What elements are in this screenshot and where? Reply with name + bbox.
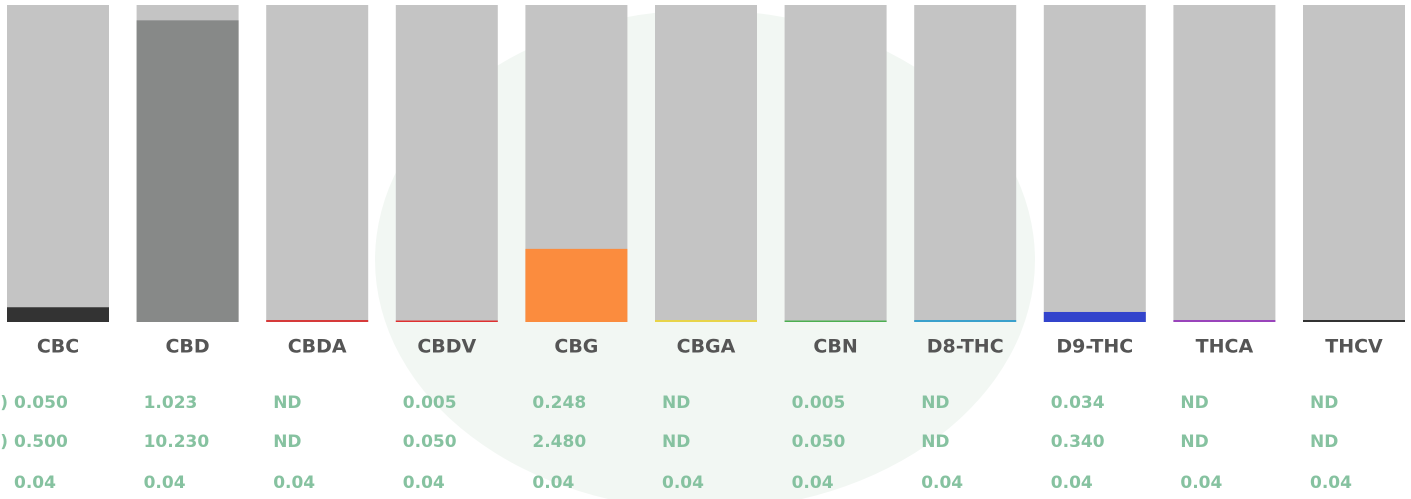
category-label: THCA [1196, 336, 1254, 358]
table-cell: 0.04 [14, 473, 56, 493]
table-cell: ND [921, 432, 949, 452]
value-label: 0.050 [14, 393, 68, 413]
baseline [914, 320, 1016, 322]
value-label: ND [1180, 393, 1208, 413]
value-label: 0.005 [792, 393, 846, 413]
bar [1044, 312, 1146, 322]
bar [396, 321, 498, 322]
table-cell: ND [1310, 432, 1338, 452]
value-label: 0.005 [403, 393, 457, 413]
category-label: CBDV [417, 336, 476, 358]
page: ) g) CBC 0.050 0.500 0.04 CBD 1.023 10.230 0.04… [0, 0, 1411, 499]
table-cell: 0.500 [14, 432, 68, 452]
table-cell: 0.050 [403, 432, 457, 452]
table-cell: 0.04 [1310, 473, 1352, 493]
category-label: CBG [554, 336, 598, 358]
value-label: ND [921, 393, 949, 413]
table-cell: 0.050 [792, 432, 846, 452]
bar [7, 307, 109, 322]
bar-background [914, 5, 1016, 322]
table-cell: 0.340 [1051, 432, 1105, 452]
baseline [1303, 320, 1405, 322]
category-label: D8-THC [927, 336, 1004, 358]
bar-background [1044, 5, 1146, 322]
baseline [655, 320, 757, 322]
row-label: ) [0, 393, 8, 413]
bar-background [1303, 5, 1405, 322]
table-cell: 0.04 [273, 473, 315, 493]
bar [137, 20, 239, 322]
table-cell: ND [273, 432, 301, 452]
baseline [1173, 320, 1275, 322]
bar [525, 249, 627, 322]
bar-background [7, 5, 109, 322]
category-label: THCV [1325, 336, 1383, 358]
bar [785, 321, 887, 322]
bar-background [785, 5, 887, 322]
value-label: ND [662, 393, 690, 413]
table-cell: 0.04 [144, 473, 186, 493]
value-label: ND [273, 393, 301, 413]
table-cell: 2.480 [532, 432, 586, 452]
bar-background [396, 5, 498, 322]
bar-background [266, 5, 368, 322]
bar-background [1173, 5, 1275, 322]
category-label: D9-THC [1056, 336, 1133, 358]
table-cell: ND [1180, 432, 1208, 452]
baseline [266, 320, 368, 322]
table-cell: 10.230 [144, 432, 210, 452]
category-label: CBGA [677, 336, 736, 358]
bar-background [655, 5, 757, 322]
value-label: 1.023 [144, 393, 198, 413]
table-cell: 0.04 [792, 473, 834, 493]
value-label: ND [1310, 393, 1338, 413]
category-label: CBDA [288, 336, 347, 358]
value-label: 0.248 [532, 393, 586, 413]
table-cell: 0.04 [1180, 473, 1222, 493]
table-cell: 0.04 [1051, 473, 1093, 493]
table-cell: 0.04 [532, 473, 574, 493]
category-label: CBN [813, 336, 857, 358]
category-label: CBD [165, 336, 209, 358]
cannabinoid-chart: ) g) CBC 0.050 0.500 0.04 CBD 1.023 10.230 0.04… [0, 0, 1411, 499]
table-cell: ND [662, 432, 690, 452]
table-cell: 0.04 [921, 473, 963, 493]
row-label: g) [0, 432, 8, 452]
value-label: 0.034 [1051, 393, 1105, 413]
table-cell: 0.04 [403, 473, 445, 493]
table-cell: 0.04 [662, 473, 704, 493]
category-label: CBC [37, 336, 79, 358]
